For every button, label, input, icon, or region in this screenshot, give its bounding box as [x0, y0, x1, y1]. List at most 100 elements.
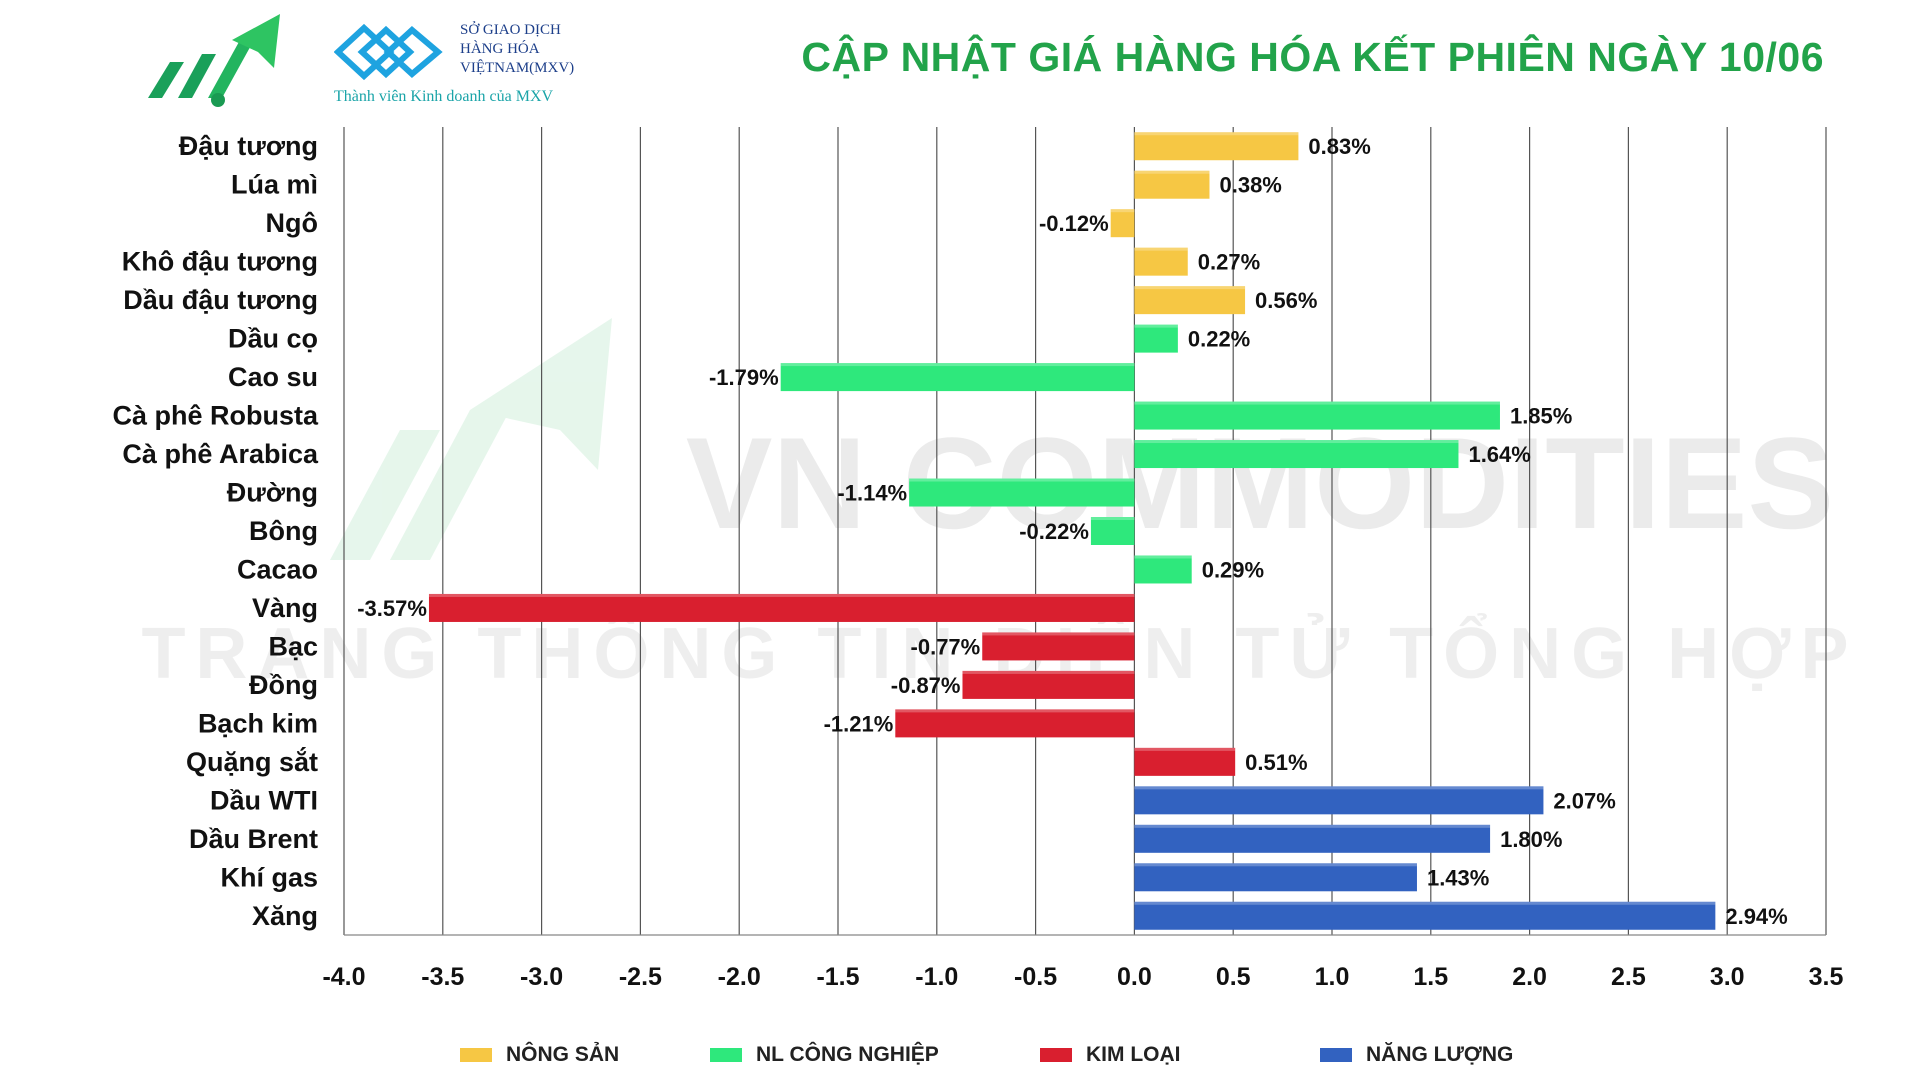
value-label: -1.21%	[824, 711, 894, 736]
bar	[962, 670, 1135, 699]
bar	[1134, 324, 1178, 353]
bar-highlight	[1134, 901, 1716, 905]
bar	[1134, 247, 1188, 276]
category-label: Đồng	[249, 670, 318, 700]
legend-item: NL CÔNG NGHIỆP	[710, 1043, 939, 1067]
bar	[1134, 747, 1236, 776]
watermark-logo-icon	[330, 318, 612, 560]
bar	[1134, 440, 1459, 469]
tick-label: 1.5	[1413, 963, 1448, 991]
value-label: 0.29%	[1202, 557, 1264, 582]
value-label: -0.12%	[1039, 211, 1109, 236]
bar	[1134, 824, 1491, 853]
bar-highlight	[1090, 517, 1135, 520]
tick-label: -1.5	[816, 963, 859, 991]
value-label: 0.22%	[1188, 327, 1250, 352]
value-label: 2.07%	[1553, 788, 1615, 813]
mxv-line-2: HÀNG HÓA	[460, 41, 540, 57]
tick-label: -1.0	[915, 963, 958, 991]
category-label: Khí gas	[220, 862, 318, 892]
bar	[1134, 286, 1246, 315]
bar	[1134, 401, 1500, 430]
bar-highlight	[1134, 286, 1246, 290]
category-label: Lúa mì	[231, 170, 318, 200]
bar	[1134, 170, 1210, 199]
mxv-tagline: Thành viên Kinh doanh của MXV	[334, 88, 554, 105]
category-labels: Đậu tương Lúa mì Ngô Khô đậu tương Dầu đậu t…	[112, 131, 319, 931]
bar-highlight	[1134, 247, 1188, 251]
bars	[428, 132, 1716, 930]
tick-label: 0.5	[1216, 963, 1251, 991]
category-label: Ngô	[266, 208, 318, 238]
value-label: 0.83%	[1308, 134, 1370, 159]
bar	[895, 709, 1135, 738]
tick-label: -4.0	[322, 963, 365, 991]
category-label: Dầu WTI	[210, 785, 318, 815]
bar	[1134, 555, 1192, 584]
bar	[428, 593, 1135, 622]
legend-item: NĂNG LƯỢNG	[1320, 1043, 1513, 1067]
bar-highlight	[909, 478, 1135, 482]
category-label: Dầu cọ	[228, 324, 318, 354]
legend-swatch	[460, 1048, 492, 1062]
value-label: -1.14%	[837, 481, 907, 506]
header: SỞ GIAO DỊCH HÀNG HÓA VIỆTNAM(MXV) Thành…	[0, 0, 1920, 125]
value-labels: 0.83% 0.38% -0.12% 0.27% 0.56%0.22% -1.79% 1.8…	[357, 134, 1787, 929]
mxv-line-1: SỞ GIAO DỊCH	[460, 22, 561, 38]
category-label: Quặng sắt	[186, 746, 318, 777]
bar	[909, 478, 1135, 507]
value-label: 1.85%	[1510, 404, 1572, 429]
category-label: Vàng	[252, 593, 318, 623]
legend-label: NL CÔNG NGHIỆP	[756, 1043, 939, 1066]
legend-swatch	[710, 1048, 742, 1062]
tick-label: -2.5	[619, 963, 662, 991]
tick-label: 0.0	[1117, 963, 1152, 991]
category-label: Khô đậu tương	[122, 247, 318, 277]
grid	[343, 127, 1827, 936]
value-label: -3.57%	[357, 596, 427, 621]
tick-label: -3.5	[421, 963, 464, 991]
value-label: -0.77%	[911, 634, 981, 659]
tick-label: 3.0	[1710, 963, 1745, 991]
bar-highlight	[1134, 786, 1544, 790]
value-label: -1.79%	[709, 365, 779, 390]
category-label: Cacao	[237, 554, 318, 584]
legend-item: NÔNG SẢN	[460, 1043, 619, 1067]
category-label: Đậu tương	[179, 131, 318, 161]
bar-highlight	[1134, 324, 1178, 328]
bar	[1090, 517, 1135, 545]
tick-label: 1.0	[1315, 963, 1350, 991]
bar	[1134, 786, 1544, 815]
category-label: Bạch kim	[198, 708, 318, 738]
category-label: Dầu Brent	[189, 824, 318, 854]
legend-swatch	[1320, 1048, 1352, 1062]
legend-label: KIM LOẠI	[1086, 1043, 1181, 1066]
value-label: -0.22%	[1019, 519, 1089, 544]
bar-highlight	[1134, 555, 1192, 559]
bar-highlight	[428, 593, 1135, 597]
bar-highlight	[1134, 824, 1491, 828]
tick-label: -0.5	[1014, 963, 1057, 991]
value-label: 0.51%	[1245, 750, 1307, 775]
bar	[1134, 132, 1299, 161]
value-label: 1.80%	[1500, 827, 1562, 852]
bar-highlight	[1134, 747, 1236, 751]
bar	[1134, 901, 1716, 930]
bar-highlight	[780, 363, 1135, 367]
mxv-line-3: VIỆTNAM(MXV)	[460, 60, 575, 76]
tick-label: 2.5	[1611, 963, 1646, 991]
value-label: -0.87%	[891, 673, 961, 698]
bar-highlight	[895, 709, 1135, 713]
tick-label: -2.0	[718, 963, 761, 991]
bar-highlight	[1134, 132, 1299, 136]
bar	[1134, 863, 1417, 892]
bar-highlight	[1134, 440, 1459, 444]
value-label: 0.38%	[1219, 173, 1281, 198]
tick-label: -3.0	[520, 963, 563, 991]
growth-arrow-logo-icon	[148, 14, 280, 107]
bar-highlight	[1134, 863, 1417, 867]
bar-highlight	[962, 670, 1135, 674]
value-label: 1.64%	[1468, 442, 1530, 467]
legend-label: NÔNG SẢN	[506, 1043, 620, 1066]
